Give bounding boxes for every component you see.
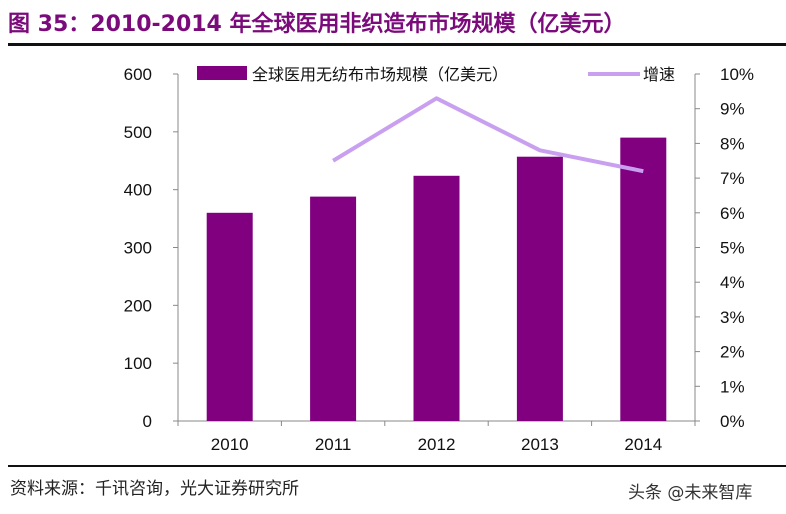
right-tick-label: 10% [720,65,754,84]
x-tick-label: 2011 [315,435,352,454]
bar-2013 [516,156,563,421]
bar-2011 [310,196,357,421]
left-tick-label: 300 [124,239,152,258]
right-tick-label: 0% [720,412,745,431]
right-tick-label: 1% [720,377,745,396]
right-tick-label: 5% [720,239,745,258]
legend-line-label: 增速 [643,65,675,84]
x-tick-label: 2013 [521,435,559,454]
x-tick-label: 2010 [211,435,249,454]
right-tick-label: 9% [720,100,745,119]
right-tick-label: 4% [720,273,745,292]
right-tick-label: 3% [720,308,745,327]
right-tick-label: 2% [720,343,745,362]
left-tick-label: 500 [124,123,152,142]
left-tick-label: 200 [124,296,152,315]
growth-line [332,96,644,174]
source-note: 资料来源：千讯咨询，光大证券研究所 [10,479,299,499]
bar-2014 [620,137,667,421]
watermark: 头条 @未来智库 [628,483,753,503]
x-tick-label: 2012 [418,435,456,454]
legend-bar-swatch [197,66,247,80]
x-tick-label: 2014 [624,435,662,454]
top-rule [8,43,786,46]
right-tick-label: 7% [720,169,745,188]
bar-2010 [206,212,253,421]
left-tick-label: 400 [124,181,152,200]
left-tick-label: 600 [124,65,152,84]
left-tick-label: 0 [143,412,152,431]
left-tick-label: 100 [124,354,152,373]
chart: 0 100 200 300 400 500 600 0% 1% 2% 3% 4% 5% 6% 7% 8% 9% 1… [124,65,754,454]
legend-bar-label: 全球医用无纺布市场规模（亿美元） [252,65,508,84]
figure-title: 图 35：2010-2014 年全球医用非织造布市场规模（亿美元） [8,12,626,37]
bar-2012 [413,175,460,421]
right-tick-label: 6% [720,204,745,223]
bottom-rule [8,465,786,467]
right-tick-label: 8% [720,134,745,153]
